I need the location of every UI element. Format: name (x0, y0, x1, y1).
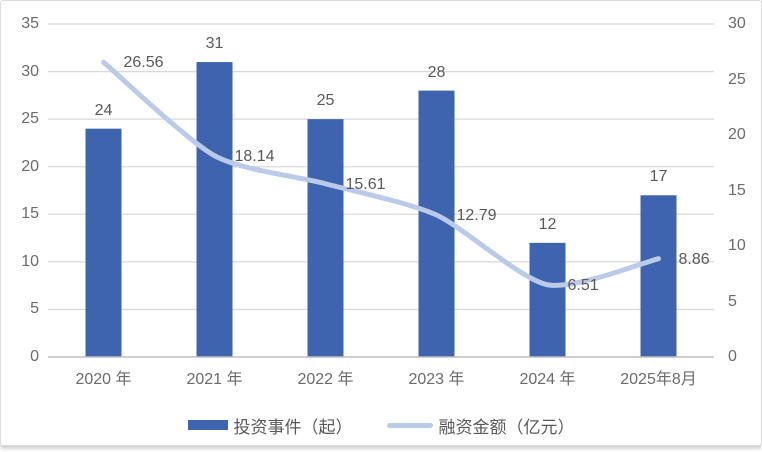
chart-legend: 投资事件（起） 融资金额（亿元） (1, 413, 761, 437)
category-label: 2020 年 (75, 371, 132, 388)
right-axis-tick: 5 (728, 292, 737, 310)
category-label: 2025年8月 (620, 371, 697, 388)
line-series-legend-label: 融资金额（亿元） (438, 417, 575, 437)
right-axis-tick: 30 (728, 15, 746, 32)
bar-value-label: 25 (316, 92, 335, 110)
line-value-label: 15.61 (345, 175, 386, 193)
left-axis-tick: 35 (21, 15, 39, 32)
bar-series-legend-label: 投资事件（起） (233, 417, 353, 437)
line-value-label: 12.79 (456, 207, 497, 225)
line-value-label: 18.14 (234, 147, 275, 165)
bar (529, 242, 566, 357)
bar-value-label: 12 (538, 215, 557, 233)
legend-item-bar-series: 投资事件（起） (187, 413, 353, 438)
right-axis-tick: 15 (728, 181, 746, 199)
bar-series-swatch-icon (187, 420, 228, 430)
bar (640, 195, 677, 357)
left-axis-tick: 0 (30, 348, 39, 365)
line-value-label: 26.56 (123, 54, 164, 72)
left-axis-tick: 15 (21, 205, 39, 223)
line-value-label: 8.86 (678, 250, 710, 268)
bar-value-label: 31 (205, 35, 224, 53)
line-value-label: 6.51 (567, 276, 599, 294)
bar-value-label: 24 (94, 101, 113, 119)
bar (85, 128, 122, 357)
category-label: 2022 年 (297, 371, 354, 388)
line-series-swatch-icon (386, 422, 433, 428)
right-axis-tick: 0 (728, 348, 737, 365)
left-axis-tick: 30 (21, 62, 39, 80)
left-axis-tick: 10 (21, 252, 39, 270)
legend-item-line-series: 融资金额（亿元） (386, 413, 575, 438)
left-axis-tick: 5 (30, 300, 39, 318)
bar-value-label: 28 (427, 63, 446, 81)
category-label: 2023 年 (408, 371, 465, 388)
line-series-path (101, 59, 661, 288)
bar (307, 119, 344, 358)
right-axis-tick: 10 (728, 237, 746, 254)
left-axis-tick: 20 (21, 157, 39, 175)
right-axis-tick: 25 (728, 70, 746, 88)
bar-value-label: 17 (649, 168, 668, 186)
category-label: 2024 年 (519, 371, 576, 388)
bar (196, 62, 233, 358)
left-axis-tick: 25 (21, 110, 39, 128)
right-axis-tick: 20 (728, 126, 746, 143)
category-label: 2021 年 (186, 371, 243, 388)
